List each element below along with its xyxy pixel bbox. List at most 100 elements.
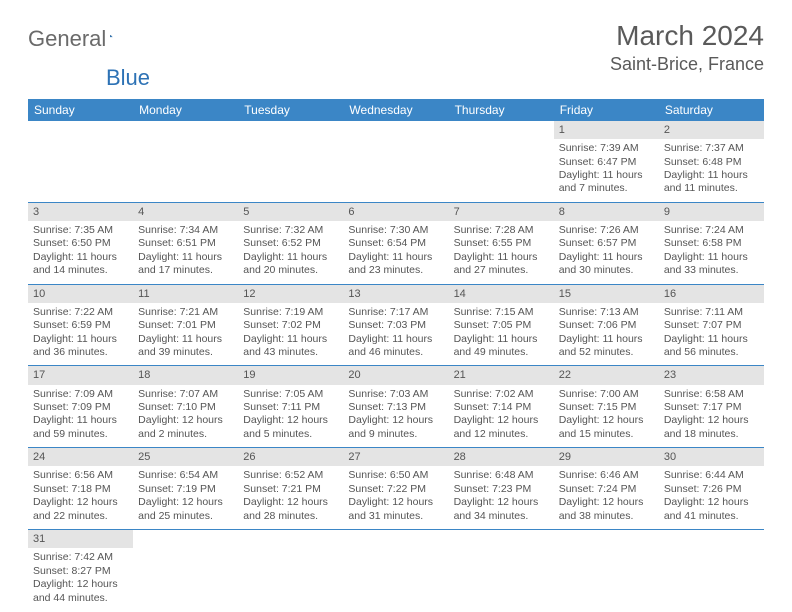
dow-tuesday: Tuesday: [238, 99, 343, 121]
day1-text: Daylight: 11 hours: [659, 169, 764, 182]
day2-text: and 17 minutes.: [133, 264, 238, 277]
day-number: 12: [238, 285, 343, 303]
day1-text: Daylight: 12 hours: [238, 496, 343, 509]
day-number: 14: [449, 285, 554, 303]
day2-text: and 41 minutes.: [659, 510, 764, 523]
dow-sunday: Sunday: [28, 99, 133, 121]
day-number: 16: [659, 285, 764, 303]
calendar-cell: 21Sunrise: 7:02 AMSunset: 7:14 PMDayligh…: [449, 366, 554, 448]
day1-text: Daylight: 11 hours: [28, 414, 133, 427]
sunrise-text: Sunrise: 6:58 AM: [659, 388, 764, 401]
day-number: 20: [343, 366, 448, 384]
sunrise-text: Sunrise: 7:34 AM: [133, 224, 238, 237]
day-number: 6: [343, 203, 448, 221]
calendar-cell-empty: [659, 530, 764, 611]
sunset-text: Sunset: 7:06 PM: [554, 319, 659, 332]
day1-text: Daylight: 12 hours: [449, 496, 554, 509]
sunrise-text: Sunrise: 7:17 AM: [343, 306, 448, 319]
sunset-text: Sunset: 7:21 PM: [238, 483, 343, 496]
sunrise-text: Sunrise: 7:35 AM: [28, 224, 133, 237]
sunrise-text: Sunrise: 6:56 AM: [28, 469, 133, 482]
day-number: 15: [554, 285, 659, 303]
sunrise-text: Sunrise: 7:19 AM: [238, 306, 343, 319]
day1-text: Daylight: 11 hours: [133, 251, 238, 264]
sunset-text: Sunset: 7:05 PM: [449, 319, 554, 332]
sunrise-text: Sunrise: 7:15 AM: [449, 306, 554, 319]
day-number: 8: [554, 203, 659, 221]
calendar-cell: 24Sunrise: 6:56 AMSunset: 7:18 PMDayligh…: [28, 448, 133, 530]
day1-text: Daylight: 11 hours: [238, 251, 343, 264]
day1-text: Daylight: 11 hours: [343, 333, 448, 346]
calendar-cell: 14 Sunrise: 7:15 AMSunset: 7:05 PMDayligh…: [449, 285, 554, 367]
sunrise-text: Sunrise: 7:32 AM: [238, 224, 343, 237]
day2-text: and 22 minutes.: [28, 510, 133, 523]
sunrise-text: Sunrise: 7:00 AM: [554, 388, 659, 401]
calendar-cell-empty: [343, 121, 448, 203]
sunset-text: Sunset: 6:58 PM: [659, 237, 764, 250]
day2-text: and 38 minutes.: [554, 510, 659, 523]
day-number: 25: [133, 448, 238, 466]
sunset-text: Sunset: 6:54 PM: [343, 237, 448, 250]
calendar-cell: 23Sunrise: 6:58 AMSunset: 7:17 PMDayligh…: [659, 366, 764, 448]
calendar-cell: 27Sunrise: 6:50 AMSunset: 7:22 PMDayligh…: [343, 448, 448, 530]
day2-text: and 36 minutes.: [28, 346, 133, 359]
logo-blue-wrap: Blue: [106, 65, 156, 91]
day2-text: and 7 minutes.: [554, 182, 659, 195]
calendar-cell: 28Sunrise: 6:48 AMSunset: 7:23 PMDayligh…: [449, 448, 554, 530]
sunset-text: Sunset: 8:27 PM: [28, 565, 133, 578]
day2-text: and 14 minutes.: [28, 264, 133, 277]
day-number: 30: [659, 448, 764, 466]
day1-text: Daylight: 12 hours: [659, 496, 764, 509]
dow-saturday: Saturday: [659, 99, 764, 121]
sunrise-text: Sunrise: 7:26 AM: [554, 224, 659, 237]
logo-flag-icon: [110, 28, 113, 44]
sunrise-text: Sunrise: 6:44 AM: [659, 469, 764, 482]
day-number: 24: [28, 448, 133, 466]
day1-text: Daylight: 11 hours: [449, 251, 554, 264]
day1-text: Daylight: 12 hours: [449, 414, 554, 427]
day-number: 2: [659, 121, 764, 139]
day1-text: Daylight: 12 hours: [133, 414, 238, 427]
day-number: 7: [449, 203, 554, 221]
sunset-text: Sunset: 7:17 PM: [659, 401, 764, 414]
day2-text: and 31 minutes.: [343, 510, 448, 523]
sunset-text: Sunset: 7:07 PM: [659, 319, 764, 332]
day1-text: Daylight: 11 hours: [659, 333, 764, 346]
calendar-cell: 12Sunrise: 7:19 AMSunset: 7:02 PMDayligh…: [238, 285, 343, 367]
day1-text: Daylight: 11 hours: [449, 333, 554, 346]
day-number: 21: [449, 366, 554, 384]
day2-text: and 18 minutes.: [659, 428, 764, 441]
day2-text: and 25 minutes.: [133, 510, 238, 523]
day1-text: Daylight: 11 hours: [238, 333, 343, 346]
calendar-cell: 8Sunrise: 7:26 AMSunset: 6:57 PMDaylight…: [554, 203, 659, 285]
calendar-cell: 1Sunrise: 7:39 AMSunset: 6:47 PMDaylight…: [554, 121, 659, 203]
calendar-cell-empty: [449, 121, 554, 203]
month-title: March 2024: [610, 20, 764, 52]
calendar-cell: 5Sunrise: 7:32 AMSunset: 6:52 PMDaylight…: [238, 203, 343, 285]
day-number: 17: [28, 366, 133, 384]
sunrise-text: Sunrise: 6:48 AM: [449, 469, 554, 482]
day1-text: Daylight: 12 hours: [554, 414, 659, 427]
calendar-cell: 18Sunrise: 7:07 AMSunset: 7:10 PMDayligh…: [133, 366, 238, 448]
day2-text: and 59 minutes.: [28, 428, 133, 441]
day2-text: and 33 minutes.: [659, 264, 764, 277]
sunrise-text: Sunrise: 7:13 AM: [554, 306, 659, 319]
calendar-cell: 19Sunrise: 7:05 AMSunset: 7:11 PMDayligh…: [238, 366, 343, 448]
sunset-text: Sunset: 6:51 PM: [133, 237, 238, 250]
sunset-text: Sunset: 6:52 PM: [238, 237, 343, 250]
sunset-text: Sunset: 6:55 PM: [449, 237, 554, 250]
day2-text: and 34 minutes.: [449, 510, 554, 523]
day1-text: Daylight: 11 hours: [343, 251, 448, 264]
calendar-cell-empty: [343, 530, 448, 611]
sunrise-text: Sunrise: 7:42 AM: [28, 551, 133, 564]
day1-text: Daylight: 12 hours: [659, 414, 764, 427]
calendar-cell-empty: [449, 530, 554, 611]
day-number: 31: [28, 530, 133, 548]
calendar-cell: 13Sunrise: 7:17 AMSunset: 7:03 PMDayligh…: [343, 285, 448, 367]
day-number: 28: [449, 448, 554, 466]
sunset-text: Sunset: 7:15 PM: [554, 401, 659, 414]
day1-text: Daylight: 12 hours: [28, 578, 133, 591]
calendar-cell-empty: [554, 530, 659, 611]
sunset-text: Sunset: 7:22 PM: [343, 483, 448, 496]
calendar-cell: 15Sunrise: 7:13 AMSunset: 7:06 PMDayligh…: [554, 285, 659, 367]
